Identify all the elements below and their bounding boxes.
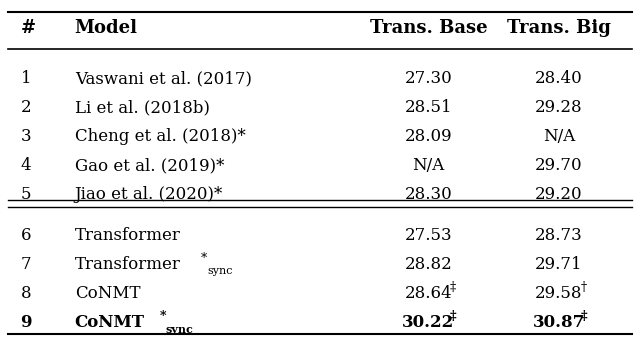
- Text: 7: 7: [20, 256, 31, 273]
- Text: 8: 8: [20, 286, 31, 302]
- Text: sync: sync: [166, 324, 194, 335]
- Text: 29.58: 29.58: [535, 286, 582, 302]
- Text: Cheng et al. (2018)*: Cheng et al. (2018)*: [75, 128, 245, 145]
- Text: 30.22: 30.22: [402, 314, 454, 331]
- Text: *: *: [159, 310, 166, 323]
- Text: 9: 9: [20, 314, 32, 331]
- Text: 28.30: 28.30: [404, 186, 452, 203]
- Text: N/A: N/A: [543, 128, 575, 145]
- Text: Trans. Base: Trans. Base: [369, 19, 487, 37]
- Text: CᴏNMT: CᴏNMT: [75, 286, 140, 302]
- Text: 28.73: 28.73: [535, 227, 583, 245]
- Text: 28.09: 28.09: [404, 128, 452, 145]
- Text: N/A: N/A: [412, 157, 444, 174]
- Text: Jiao et al. (2020)*: Jiao et al. (2020)*: [75, 186, 223, 203]
- Text: †: †: [580, 281, 587, 294]
- Text: 27.53: 27.53: [404, 227, 452, 245]
- Text: 30.87: 30.87: [533, 314, 585, 331]
- Text: #: #: [20, 19, 36, 37]
- Text: 29.70: 29.70: [535, 157, 583, 174]
- Text: Transformer: Transformer: [75, 227, 180, 245]
- Text: 5: 5: [20, 186, 31, 203]
- Text: 29.28: 29.28: [535, 99, 583, 116]
- Text: Gao et al. (2019)*: Gao et al. (2019)*: [75, 157, 224, 174]
- Text: ‡: ‡: [450, 310, 456, 323]
- Text: *: *: [201, 252, 207, 265]
- Text: Trans. Big: Trans. Big: [507, 19, 611, 37]
- Text: Li et al. (2018b): Li et al. (2018b): [75, 99, 210, 116]
- Text: sync: sync: [207, 266, 233, 276]
- Text: 28.40: 28.40: [535, 70, 583, 87]
- Text: 27.30: 27.30: [404, 70, 452, 87]
- Text: 29.71: 29.71: [535, 256, 583, 273]
- Text: 28.64: 28.64: [404, 286, 452, 302]
- Text: 28.82: 28.82: [404, 256, 452, 273]
- Text: 3: 3: [20, 128, 31, 145]
- Text: ‡: ‡: [450, 281, 456, 294]
- Text: Transformer: Transformer: [75, 256, 180, 273]
- Text: 2: 2: [20, 99, 31, 116]
- Text: 4: 4: [20, 157, 31, 174]
- Text: 6: 6: [20, 227, 31, 245]
- Text: ‡: ‡: [580, 310, 587, 323]
- Text: 1: 1: [20, 70, 31, 87]
- Text: Model: Model: [75, 19, 138, 37]
- Text: 28.51: 28.51: [404, 99, 452, 116]
- Text: 29.20: 29.20: [535, 186, 583, 203]
- Text: CᴏNMT: CᴏNMT: [75, 314, 145, 331]
- Text: Vaswani et al. (2017): Vaswani et al. (2017): [75, 70, 252, 87]
